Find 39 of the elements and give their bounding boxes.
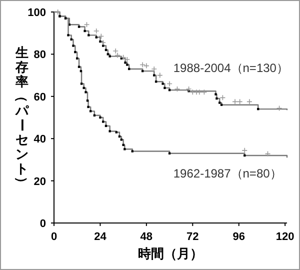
point [144, 62, 150, 69]
series-label: 1962-1987（n=80） [173, 166, 282, 180]
x-axis-title: 時間（月） [138, 246, 203, 261]
x-tick-label: 0 [50, 231, 58, 243]
point [140, 62, 146, 68]
point [236, 98, 243, 105]
point [120, 54, 126, 60]
point [151, 66, 158, 72]
y-tick-label: 100 [28, 7, 46, 19]
point [242, 148, 248, 154]
x-tick-label: 24 [94, 231, 108, 243]
point [157, 72, 163, 78]
point [166, 80, 172, 87]
y-tick-label: 20 [34, 176, 46, 188]
x-tick-label: 72 [186, 231, 199, 243]
y-tick-label: 0 [40, 218, 46, 230]
series-label: 1988-2004（n=130） [173, 60, 288, 75]
point [100, 40, 106, 46]
text: 生存率（パーセント） [14, 44, 30, 190]
y-tick-label: 40 [34, 134, 46, 146]
y-tick-label: 80 [34, 49, 46, 62]
point [276, 105, 282, 112]
y-tick-label: 60 [34, 91, 46, 104]
point [186, 86, 192, 92]
point [93, 28, 100, 34]
point [174, 86, 180, 92]
point [98, 33, 104, 40]
point [232, 98, 238, 105]
point [84, 22, 90, 28]
x-tick-label: 48 [140, 231, 153, 243]
point [201, 89, 208, 96]
point [264, 150, 271, 157]
point [54, 9, 61, 15]
point [194, 89, 200, 96]
x-tick-label: 96 [232, 231, 245, 243]
point [220, 94, 226, 101]
x-tick-label: 120 [276, 231, 294, 243]
point [114, 52, 120, 58]
point [246, 98, 252, 105]
